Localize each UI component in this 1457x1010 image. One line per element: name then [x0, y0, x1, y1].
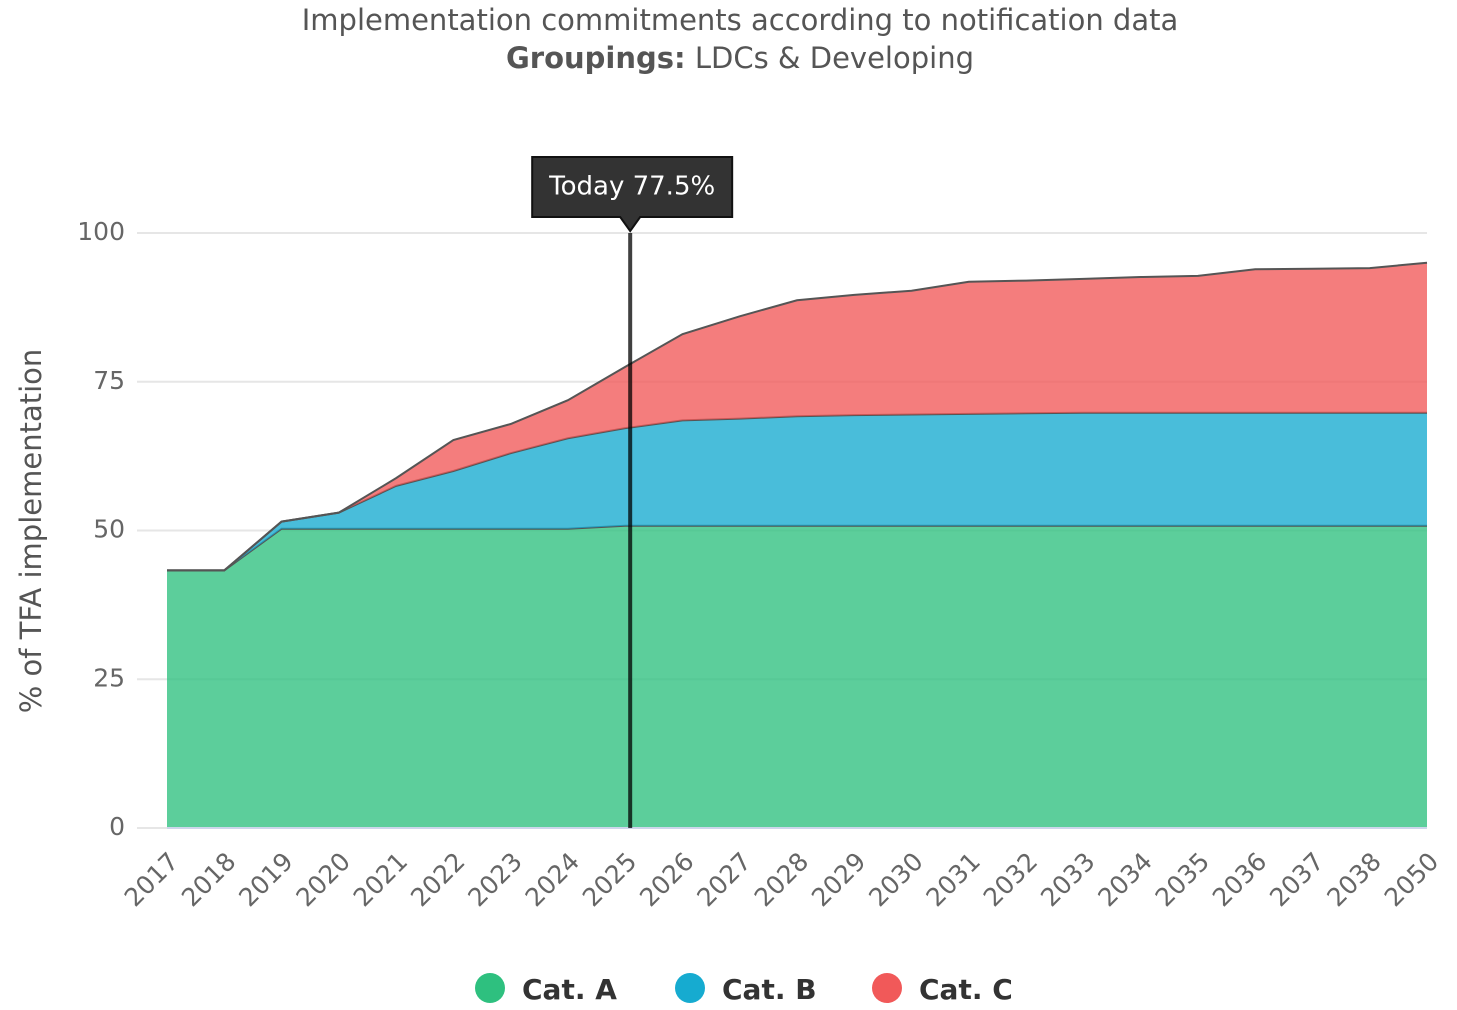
area — [167, 525, 1427, 828]
x-tick-label: 2017 — [119, 847, 184, 912]
legend-label: Cat. B — [722, 973, 817, 1006]
annotation-text: Today 77.5% — [548, 172, 715, 202]
x-tick-label: 2019 — [233, 847, 298, 912]
legend: Cat. A Cat. B Cat. C — [475, 973, 1013, 1006]
y-tick-label: 75 — [93, 366, 125, 395]
x-tick-label: 2050 — [1379, 847, 1444, 912]
x-tick-label: 2027 — [691, 847, 756, 912]
x-tick-label: 2022 — [405, 847, 470, 912]
x-tick-label: 2033 — [1035, 847, 1100, 912]
legend-marker — [675, 973, 705, 1003]
legend-marker — [872, 973, 902, 1003]
x-tick-label: 2036 — [1207, 847, 1272, 912]
legend-label: Cat. A — [522, 973, 617, 1006]
x-tick-label: 2020 — [291, 847, 356, 912]
x-tick-label: 2035 — [1150, 847, 1215, 912]
chart-title: Implementation commitments according to … — [302, 3, 1179, 37]
x-tick-label: 2032 — [978, 847, 1043, 912]
x-tick-label: 2026 — [634, 847, 699, 912]
y-tick-label: 50 — [93, 515, 125, 544]
x-tick-label: 2034 — [1092, 847, 1157, 912]
area-line — [167, 261, 1428, 572]
x-tick-label: 2018 — [176, 847, 241, 912]
x-tick-label: 2028 — [749, 847, 814, 912]
legend-marker — [475, 973, 505, 1003]
x-tick-label: 2025 — [577, 847, 642, 912]
y-tick-label: 25 — [93, 663, 125, 692]
x-tick-label: 2023 — [462, 847, 527, 912]
x-tick-label: 2021 — [348, 847, 413, 912]
annotation-box — [531, 156, 734, 233]
subtitle-text: LDCs & Developing — [695, 41, 974, 75]
x-tick-label: 2030 — [863, 847, 928, 912]
x-tick-label: 2024 — [520, 847, 585, 912]
chart-subtitle: Groupings: LDCs & Developing — [506, 41, 974, 75]
x-tick-label: 2031 — [921, 847, 986, 912]
y-axis-label: % of TFA implementation — [14, 349, 48, 714]
x-tick-label: 2037 — [1264, 847, 1329, 912]
x-tick-label: 2038 — [1321, 847, 1386, 912]
area — [167, 262, 1427, 571]
legend-label: Cat. C — [919, 973, 1013, 1006]
y-tick-label: 0 — [109, 812, 125, 841]
x-tick-label: 2029 — [806, 847, 871, 912]
area — [167, 412, 1427, 571]
y-tick-label: 100 — [77, 217, 125, 246]
subtitle-label: Groupings: — [506, 41, 686, 75]
